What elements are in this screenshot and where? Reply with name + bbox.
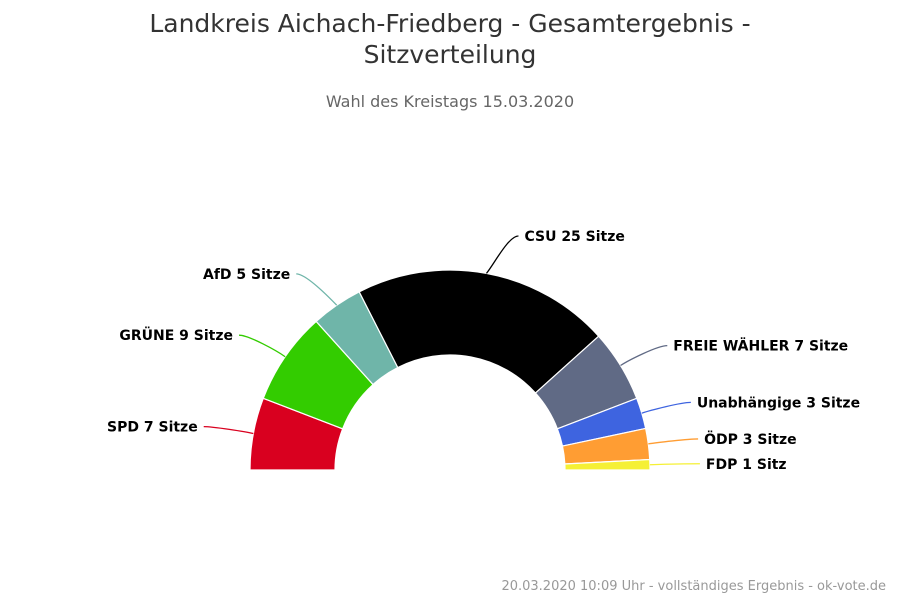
- connector-line: [649, 463, 700, 466]
- data-label: SPD 7 Sitze: [107, 420, 198, 436]
- labels-layer: SPD 7 Sitze GRÜNE 9 Sitze AfD 5 Sitze CSU 2…: [107, 229, 860, 473]
- chart-subtitle: Wahl des Kreistags 15.03.2020: [325, 92, 575, 111]
- data-label: ÖDP 3 Sitze: [704, 430, 797, 448]
- connector-line: [238, 334, 286, 358]
- footer-credit[interactable]: 20.03.2020 10:09 Uhr - vollständiges Erg…: [501, 579, 886, 594]
- connector-line: [485, 235, 519, 274]
- slice-fdp[interactable]: [564, 458, 651, 471]
- chart-title: Landkreis Aichach-Friedberg - Gesamterge…: [149, 9, 751, 69]
- connector-line: [620, 344, 668, 367]
- data-label: FDP 1 Sitz: [706, 457, 787, 473]
- data-label: AfD 5 Sitze: [203, 267, 290, 283]
- slice-csu[interactable]: [358, 269, 600, 394]
- connector-line: [203, 425, 254, 435]
- connector-line: [296, 273, 338, 306]
- data-label: GRÜNE 9 Sitze: [119, 326, 233, 344]
- data-label: Unabhängige 3 Sitze: [697, 395, 860, 411]
- slices-layer: [249, 269, 651, 471]
- connector-line: [648, 438, 699, 445]
- connector-line: [641, 401, 691, 414]
- data-label: FREIE WÄHLER 7 Sitze: [673, 338, 848, 355]
- data-label: CSU 25 Sitze: [524, 229, 624, 245]
